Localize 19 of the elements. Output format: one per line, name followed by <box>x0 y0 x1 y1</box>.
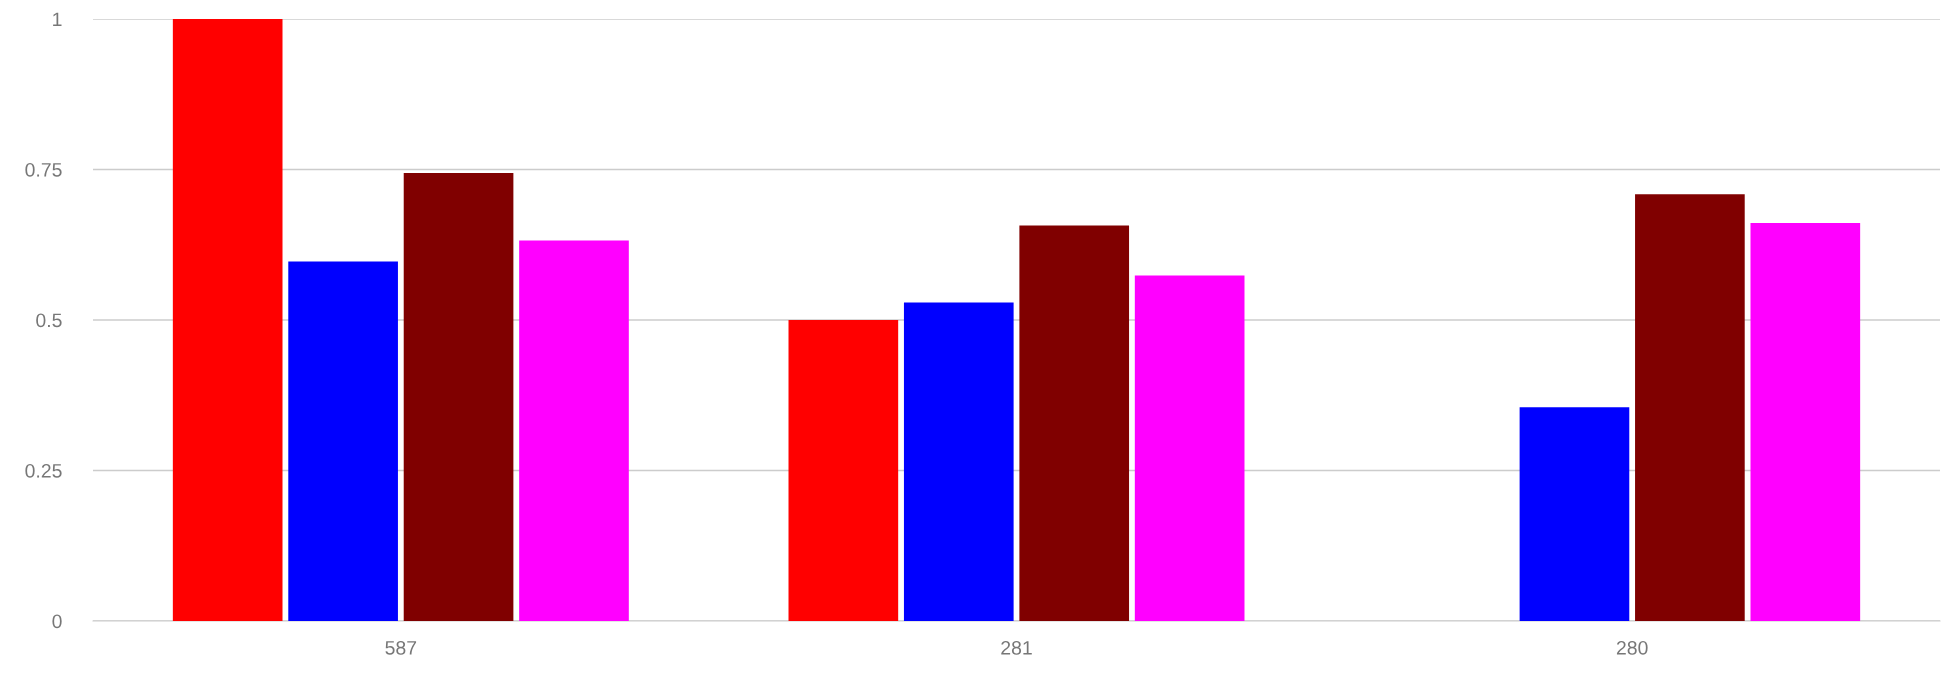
bar <box>903 302 1014 621</box>
bar <box>788 320 899 621</box>
y-tick-label: 1 <box>53 12 62 27</box>
y-tick-label: 0.5 <box>36 313 62 328</box>
x-tick-label: 281 <box>1001 640 1032 655</box>
bar <box>1750 223 1861 621</box>
bar <box>1019 225 1130 621</box>
bar <box>172 19 283 621</box>
bar <box>519 240 629 621</box>
bar <box>1134 275 1245 621</box>
y-tick-label: 0.25 <box>25 463 62 478</box>
bar <box>1635 194 1745 621</box>
x-tick-label: 280 <box>1616 640 1648 655</box>
y-tick-label: 0 <box>52 614 62 629</box>
y-tick-label: 0.75 <box>25 162 62 177</box>
bar <box>288 261 398 621</box>
bar <box>403 173 514 621</box>
x-tick-label: 587 <box>385 640 417 655</box>
bar <box>1519 407 1630 621</box>
